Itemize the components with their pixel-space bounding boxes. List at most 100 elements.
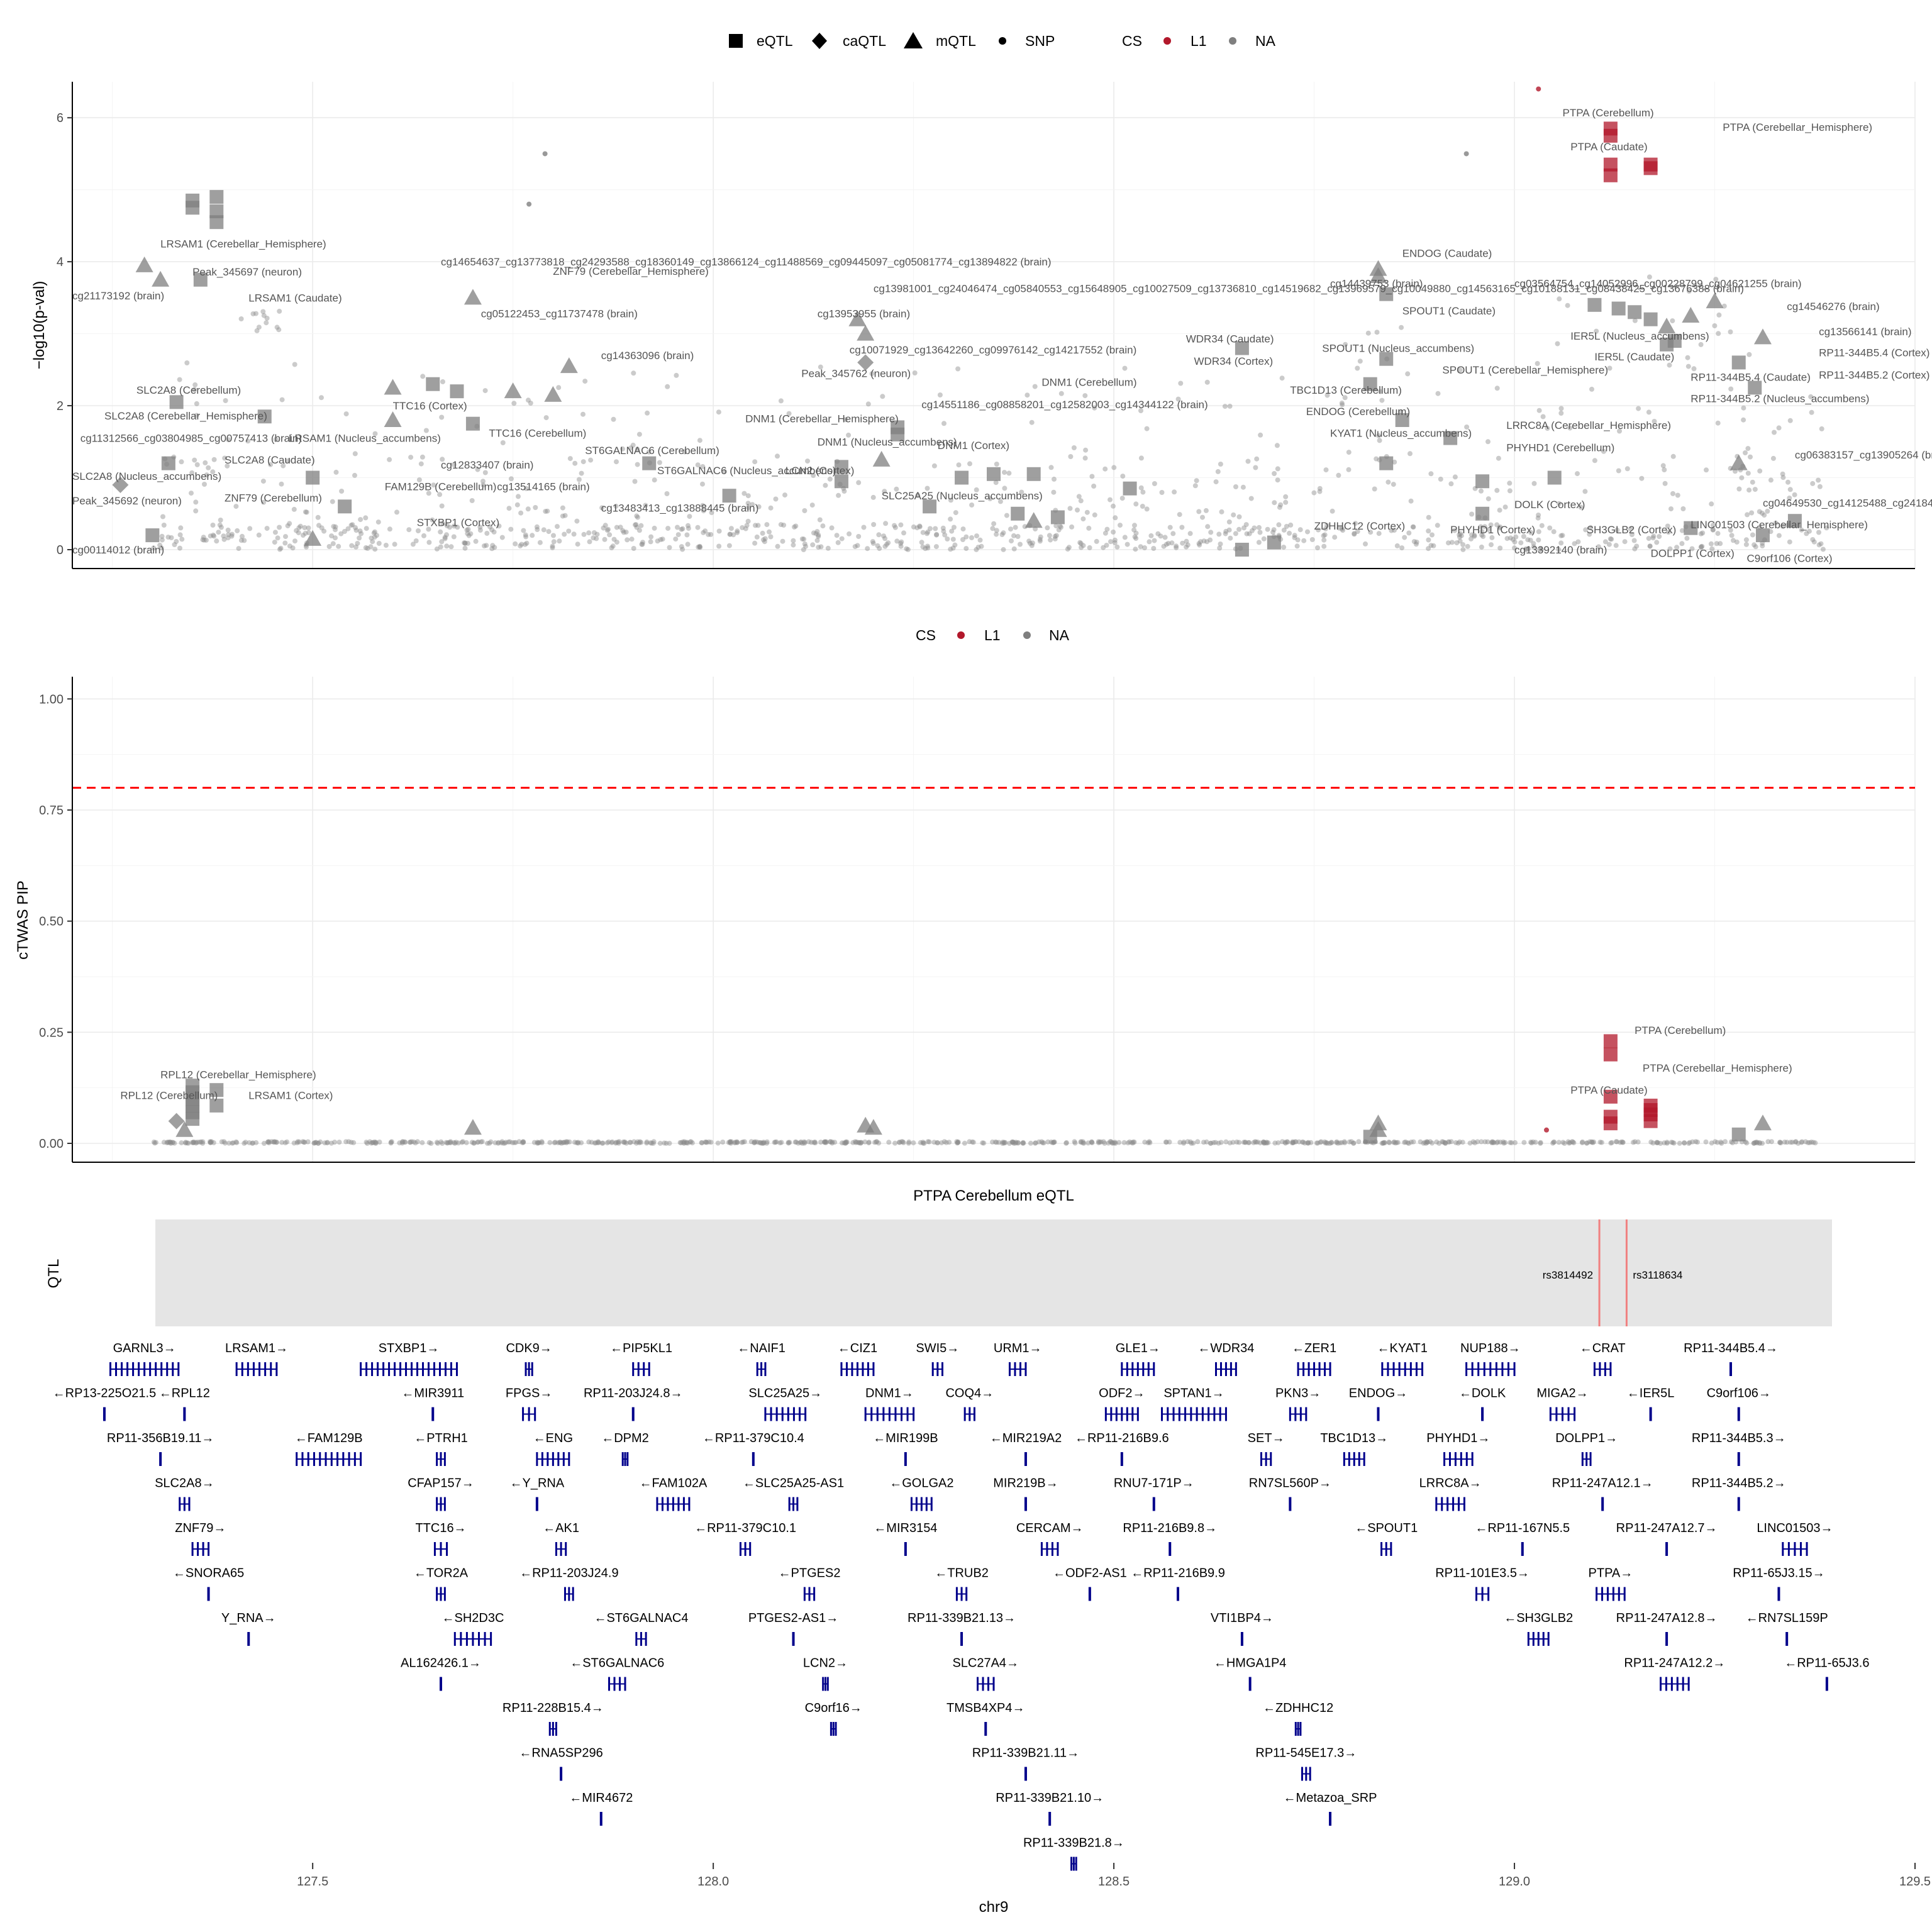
snp-point xyxy=(419,454,425,460)
snp-point xyxy=(1131,527,1137,533)
gene-exon xyxy=(188,1497,191,1511)
eqtl-point xyxy=(987,467,1001,481)
snp-point xyxy=(843,417,848,423)
snp-point xyxy=(914,525,920,531)
gene-exon xyxy=(1329,1362,1331,1376)
snp-point xyxy=(1251,1140,1257,1145)
gene-label: RNU7-171P→ xyxy=(1114,1477,1194,1491)
gene-exon xyxy=(1048,1812,1052,1826)
snp-point xyxy=(1816,542,1822,548)
gene-label: SWI5→ xyxy=(916,1341,959,1355)
snp-point xyxy=(1457,534,1462,540)
eqtl-point xyxy=(834,460,848,474)
snp-point xyxy=(1494,1140,1500,1145)
snp-point xyxy=(1567,425,1573,431)
snp-point xyxy=(977,537,983,543)
point-label: cg11312566_cg03804985_cg00757413 (brain) xyxy=(80,433,302,445)
snp-point xyxy=(363,515,369,521)
snp-point xyxy=(811,530,816,536)
gene-label: RP11-247A12.1→ xyxy=(1552,1477,1653,1491)
snp-point xyxy=(192,457,197,463)
eqtl-point xyxy=(891,427,905,441)
snp-point xyxy=(1177,1140,1183,1145)
eqtl-point xyxy=(1603,168,1618,182)
snp-point xyxy=(1245,458,1251,464)
snp-point xyxy=(1806,528,1812,534)
snp-point xyxy=(806,1139,811,1145)
snp-point xyxy=(192,387,197,392)
snp-point xyxy=(836,492,841,498)
snp-point xyxy=(811,472,816,478)
snp-point xyxy=(1380,1140,1386,1146)
snp-point xyxy=(997,499,1003,504)
snp-point xyxy=(218,518,223,523)
gene-exon xyxy=(1177,1587,1179,1601)
gene-exon xyxy=(1184,1407,1187,1421)
snp-point xyxy=(508,476,514,482)
snp-point xyxy=(160,514,165,519)
snp-point xyxy=(203,537,209,543)
point-label: LRSAM1 (Caudate) xyxy=(248,292,341,304)
snp-point xyxy=(1752,487,1758,492)
snp-point xyxy=(1782,1140,1787,1145)
snp-point xyxy=(1253,465,1258,470)
snp-point xyxy=(462,540,468,546)
snp-point xyxy=(729,1139,735,1145)
gene-label: GLE1→ xyxy=(1116,1341,1160,1355)
snp-point xyxy=(1394,1140,1399,1145)
gene-exon xyxy=(490,1632,492,1646)
gene-exon xyxy=(901,1407,902,1421)
snp-point xyxy=(1144,426,1150,431)
snp-point xyxy=(1196,541,1202,547)
snp-point xyxy=(287,543,292,549)
point-label: PTPA (Cerebellum) xyxy=(1563,107,1654,119)
snp-point xyxy=(291,506,297,512)
snp-point xyxy=(207,1139,213,1145)
snp-point xyxy=(1671,1140,1677,1146)
snp-point xyxy=(858,1140,863,1145)
snp-point xyxy=(1413,541,1419,547)
snp-point xyxy=(189,491,194,496)
snp-point xyxy=(1204,1139,1209,1145)
eqtl-point xyxy=(1611,301,1626,316)
gene-exon xyxy=(166,1362,169,1376)
gene-exon xyxy=(904,1452,907,1466)
snp-point xyxy=(799,536,805,541)
snp-point xyxy=(1374,330,1380,335)
snp-point xyxy=(1032,384,1038,389)
snp-point xyxy=(206,465,211,470)
snp-point xyxy=(1351,1140,1356,1146)
snp-point xyxy=(408,455,414,460)
gene-exon xyxy=(840,1362,843,1376)
snp-point xyxy=(614,459,619,465)
snp-point xyxy=(708,531,714,537)
snp-point xyxy=(1743,537,1749,543)
snp-point xyxy=(802,1140,808,1145)
snp-point xyxy=(1368,530,1374,535)
snp-point xyxy=(614,540,619,545)
point-label: LRSAM1 (Nucleus_accumbens) xyxy=(289,433,441,445)
snp-point xyxy=(1482,1139,1488,1145)
snp-point xyxy=(1489,542,1494,548)
snp-point xyxy=(1478,524,1484,530)
snp-point xyxy=(1208,1140,1214,1146)
gene-exon xyxy=(876,1407,879,1421)
pvalue-panel: PTPA (Cerebellum)PTPA (Caudate)PTPA (Cer… xyxy=(31,82,1932,569)
snp-point xyxy=(575,541,580,547)
gene-exon xyxy=(1153,1362,1155,1376)
snp-point xyxy=(477,525,483,530)
snp-point xyxy=(1454,540,1460,546)
snp-point xyxy=(1079,545,1084,550)
snp-point xyxy=(1142,1140,1148,1145)
point-label: cg14654637_cg13773818_cg24293588_cg18360… xyxy=(441,256,1052,268)
snp-point xyxy=(632,479,638,484)
snp-point xyxy=(539,1139,545,1145)
snp-point xyxy=(1363,541,1368,547)
snp-point xyxy=(1768,477,1774,483)
snp-point xyxy=(728,1139,733,1145)
snp-point xyxy=(762,539,767,545)
snp-point xyxy=(1013,525,1018,530)
snp-point xyxy=(1457,1139,1462,1145)
gene-label: ←SH3GLB2 xyxy=(1504,1611,1573,1625)
snp-point xyxy=(1063,1140,1069,1146)
